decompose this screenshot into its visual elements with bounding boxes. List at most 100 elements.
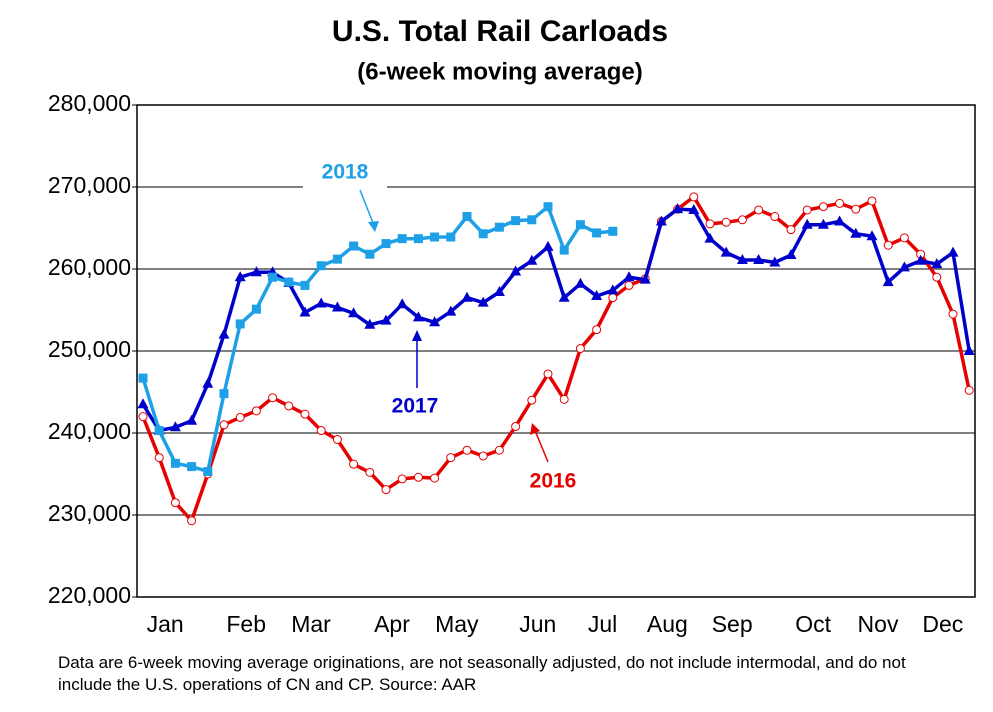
series-label: 2017 bbox=[392, 395, 439, 418]
point bbox=[817, 218, 829, 229]
point bbox=[785, 249, 797, 260]
x-tick-label: Jul bbox=[588, 611, 617, 637]
x-tick-label: Sep bbox=[712, 611, 753, 637]
point bbox=[396, 298, 408, 309]
x-tick-label: Mar bbox=[291, 611, 331, 637]
chart-title: U.S. Total Rail Carloads bbox=[332, 15, 668, 48]
point bbox=[575, 220, 585, 230]
point bbox=[300, 280, 310, 290]
point bbox=[494, 445, 504, 455]
point bbox=[137, 398, 149, 409]
point bbox=[316, 426, 326, 436]
point bbox=[493, 285, 505, 296]
y-tick-label: 260,000 bbox=[48, 254, 131, 280]
point bbox=[170, 498, 180, 508]
x-tick-label: Apr bbox=[374, 611, 410, 637]
label-background bbox=[303, 158, 387, 188]
point bbox=[786, 225, 796, 235]
point bbox=[543, 369, 553, 379]
point bbox=[461, 291, 473, 302]
point bbox=[429, 316, 441, 327]
point bbox=[462, 212, 472, 222]
point bbox=[511, 216, 521, 226]
footnote-box: Data are 6-week moving average originati… bbox=[58, 653, 906, 694]
point bbox=[624, 280, 634, 290]
point bbox=[349, 241, 359, 251]
series-line bbox=[141, 207, 971, 433]
y-tick-label: 230,000 bbox=[48, 500, 131, 526]
point bbox=[445, 305, 457, 316]
point bbox=[446, 453, 456, 463]
point bbox=[251, 406, 261, 416]
point bbox=[170, 458, 180, 468]
point bbox=[381, 239, 391, 249]
point bbox=[623, 271, 635, 282]
arrow-head bbox=[368, 221, 379, 232]
point bbox=[705, 219, 715, 229]
point bbox=[947, 246, 959, 257]
y-tick-label: 250,000 bbox=[48, 336, 131, 362]
point bbox=[607, 284, 619, 295]
point bbox=[770, 212, 780, 222]
series-label: 2016 bbox=[530, 470, 577, 493]
point bbox=[430, 232, 440, 242]
point bbox=[348, 307, 360, 318]
point bbox=[478, 451, 488, 461]
point bbox=[511, 421, 521, 431]
point bbox=[526, 254, 538, 265]
point bbox=[365, 249, 375, 259]
point bbox=[720, 246, 732, 257]
point bbox=[186, 414, 198, 425]
point bbox=[801, 218, 813, 229]
point bbox=[284, 401, 294, 411]
point bbox=[850, 227, 862, 238]
point bbox=[332, 254, 342, 264]
point bbox=[219, 389, 229, 399]
point bbox=[250, 266, 262, 277]
y-tick-label: 270,000 bbox=[48, 172, 131, 198]
point bbox=[704, 232, 716, 243]
point bbox=[915, 254, 927, 265]
point bbox=[559, 394, 569, 404]
chart-subtitle: (6-week moving average) bbox=[357, 58, 642, 85]
point bbox=[268, 393, 278, 403]
point bbox=[299, 306, 311, 317]
point bbox=[234, 271, 246, 282]
point bbox=[202, 377, 214, 388]
arrow-head bbox=[412, 330, 422, 341]
point bbox=[235, 319, 245, 329]
point bbox=[300, 409, 310, 419]
y-tick-label: 240,000 bbox=[48, 418, 131, 444]
point bbox=[608, 293, 618, 303]
point bbox=[558, 291, 570, 302]
point bbox=[251, 304, 261, 314]
y-tick-label: 220,000 bbox=[48, 582, 131, 608]
point bbox=[834, 215, 846, 226]
point bbox=[851, 204, 861, 214]
point bbox=[138, 373, 148, 383]
point bbox=[542, 240, 554, 251]
point bbox=[284, 277, 294, 287]
point bbox=[462, 445, 472, 455]
point bbox=[591, 290, 603, 301]
point bbox=[446, 232, 456, 242]
point bbox=[154, 426, 164, 436]
point bbox=[721, 217, 731, 227]
point bbox=[365, 467, 375, 477]
point bbox=[867, 196, 877, 206]
point bbox=[430, 473, 440, 483]
point bbox=[754, 205, 764, 215]
x-tick-label: Jun bbox=[519, 611, 556, 637]
x-tick-label: Dec bbox=[922, 611, 963, 637]
plot-frame bbox=[136, 104, 976, 598]
point bbox=[737, 215, 747, 225]
point bbox=[218, 328, 230, 339]
point bbox=[494, 222, 504, 232]
series-label: 2018 bbox=[322, 161, 369, 184]
point bbox=[477, 296, 489, 307]
point bbox=[169, 421, 181, 432]
point bbox=[316, 261, 326, 271]
point bbox=[899, 233, 909, 243]
point bbox=[639, 273, 651, 284]
